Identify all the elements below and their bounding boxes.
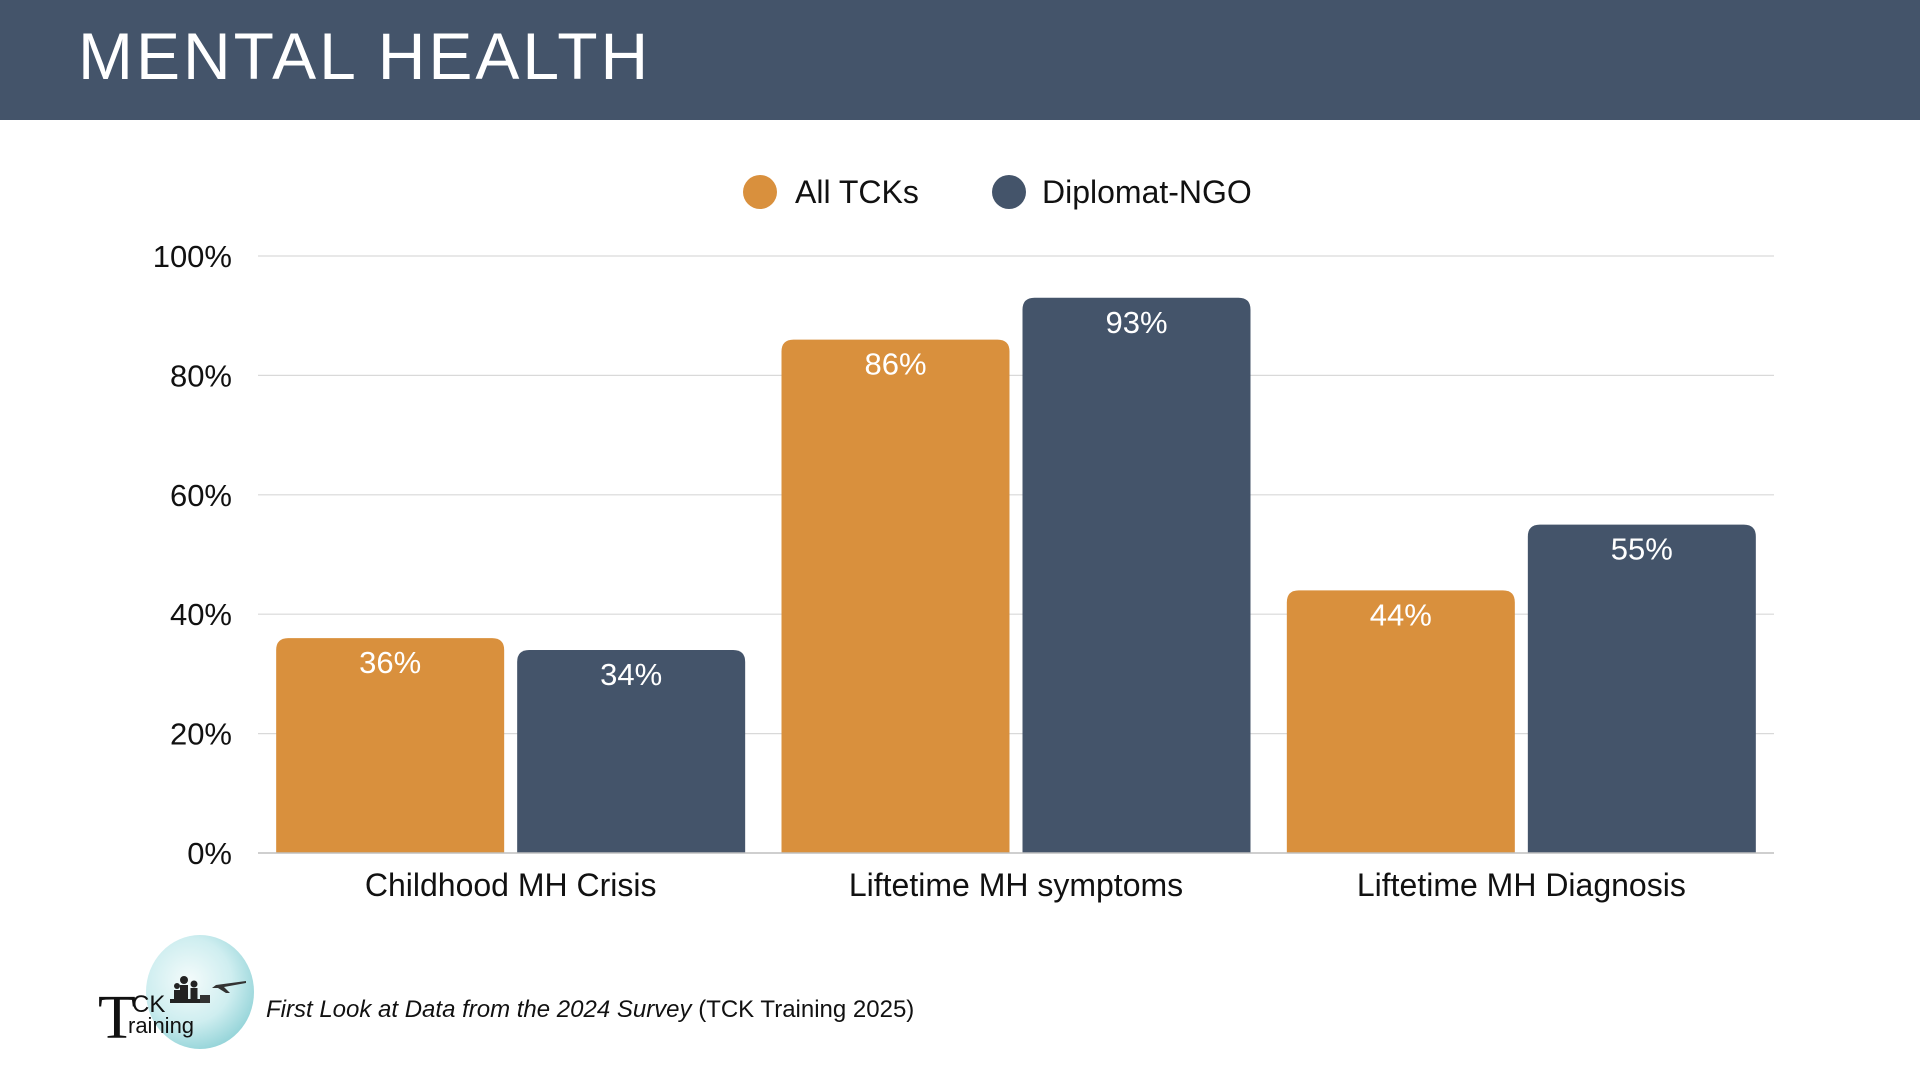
- source-citation-italic: First Look at Data from the 2024 Survey: [266, 996, 692, 1023]
- logo-text-raining: raining: [128, 1013, 195, 1038]
- y-tick-label: 60%: [170, 478, 232, 513]
- bar-all-tcks: [781, 339, 1010, 854]
- source-citation-plain: (TCK Training 2025): [691, 996, 915, 1023]
- page-title: MENTAL HEALTH: [78, 19, 652, 93]
- header-bar: MENTAL HEALTH: [0, 0, 1920, 120]
- data-label: 44%: [1370, 597, 1432, 632]
- y-tick-label: 40%: [170, 597, 232, 632]
- x-category-label: Childhood MH Crisis: [365, 867, 657, 903]
- source-citation: First Look at Data from the 2024 Survey …: [266, 996, 914, 1024]
- legend-marker: [743, 175, 777, 209]
- x-category-label: Liftetime MH symptoms: [849, 867, 1183, 903]
- y-tick-label: 0%: [187, 836, 232, 871]
- x-category-label: Liftetime MH Diagnosis: [1357, 867, 1686, 903]
- y-tick-label: 100%: [153, 239, 232, 274]
- legend-label: Diplomat-NGO: [1042, 174, 1252, 210]
- legend-marker: [992, 175, 1026, 209]
- logo-text-ck: CK: [132, 991, 166, 1018]
- logo-letter-t: T: [98, 984, 136, 1052]
- data-label: 93%: [1105, 305, 1167, 340]
- data-label: 86%: [864, 347, 926, 382]
- bar-diplomat-ngo: [1527, 524, 1756, 853]
- y-tick-label: 80%: [170, 358, 232, 393]
- data-label: 55%: [1611, 532, 1673, 567]
- bar-all-tcks: [1286, 590, 1515, 853]
- bar-diplomat-ngo: [1022, 297, 1251, 853]
- data-label: 36%: [359, 645, 421, 680]
- logo-circle-background: [146, 935, 254, 1049]
- bar-all-tcks: [276, 638, 505, 853]
- bar-diplomat-ngo: [517, 650, 746, 853]
- family-figures-icon: [170, 976, 246, 1003]
- tck-training-logo: T CK raining: [98, 935, 258, 1055]
- data-label: 34%: [600, 657, 662, 692]
- legend-label: All TCKs: [795, 174, 919, 210]
- y-tick-label: 20%: [170, 717, 232, 752]
